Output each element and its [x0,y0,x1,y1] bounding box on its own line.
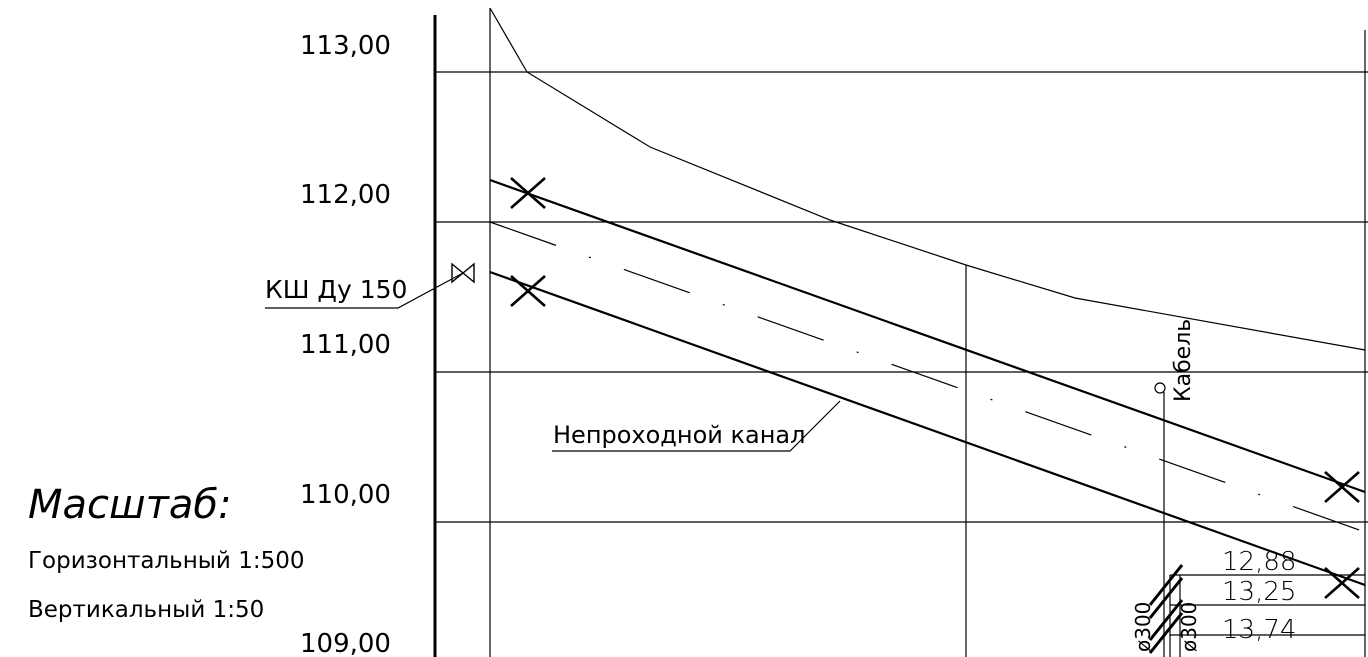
y-tick: 110,00 [300,480,391,510]
y-axis-ticks: 113,00 112,00 111,00 110,00 109,00 [300,31,391,657]
pipe-diameter-2: ø300 [1177,602,1201,652]
pipe-elevation-2: 13,25 [1222,577,1296,607]
pipe-diameter-1: ø300 [1131,602,1155,652]
scale-horizontal: Горизонтальный 1:500 [28,548,304,574]
channel-centerline [489,221,1366,533]
channel-leader [552,400,841,452]
pipe-elevation-3: 13,74 [1222,615,1296,645]
cable-icon [1154,382,1166,394]
pipe-markers: ø300 ø300 12,88 13,25 13,74 [1131,547,1365,657]
valve-label: КШ Ду 150 [265,275,407,304]
ground-profile-line [489,7,1366,351]
scale-block: Масштаб: Горизонтальный 1:500 Вертикальн… [28,482,304,623]
cable-label: Кабель [1171,319,1196,402]
channel-label: Непроходной канал [553,421,805,449]
valve-leader [265,272,464,309]
x-markers [510,177,1360,599]
y-tick: 109,00 [300,629,391,657]
channel-bottom-wall [489,270,1366,587]
y-tick: 112,00 [300,180,391,210]
y-tick: 111,00 [300,330,391,360]
y-tick: 113,00 [300,31,391,61]
grid-lines [435,71,1368,523]
pipe-elevation-1: 12,88 [1222,547,1296,577]
channel-top-wall [489,178,1366,494]
scale-title: Масштаб: [28,482,232,528]
scale-vertical: Вертикальный 1:50 [28,597,264,623]
valve-icon [451,262,475,284]
